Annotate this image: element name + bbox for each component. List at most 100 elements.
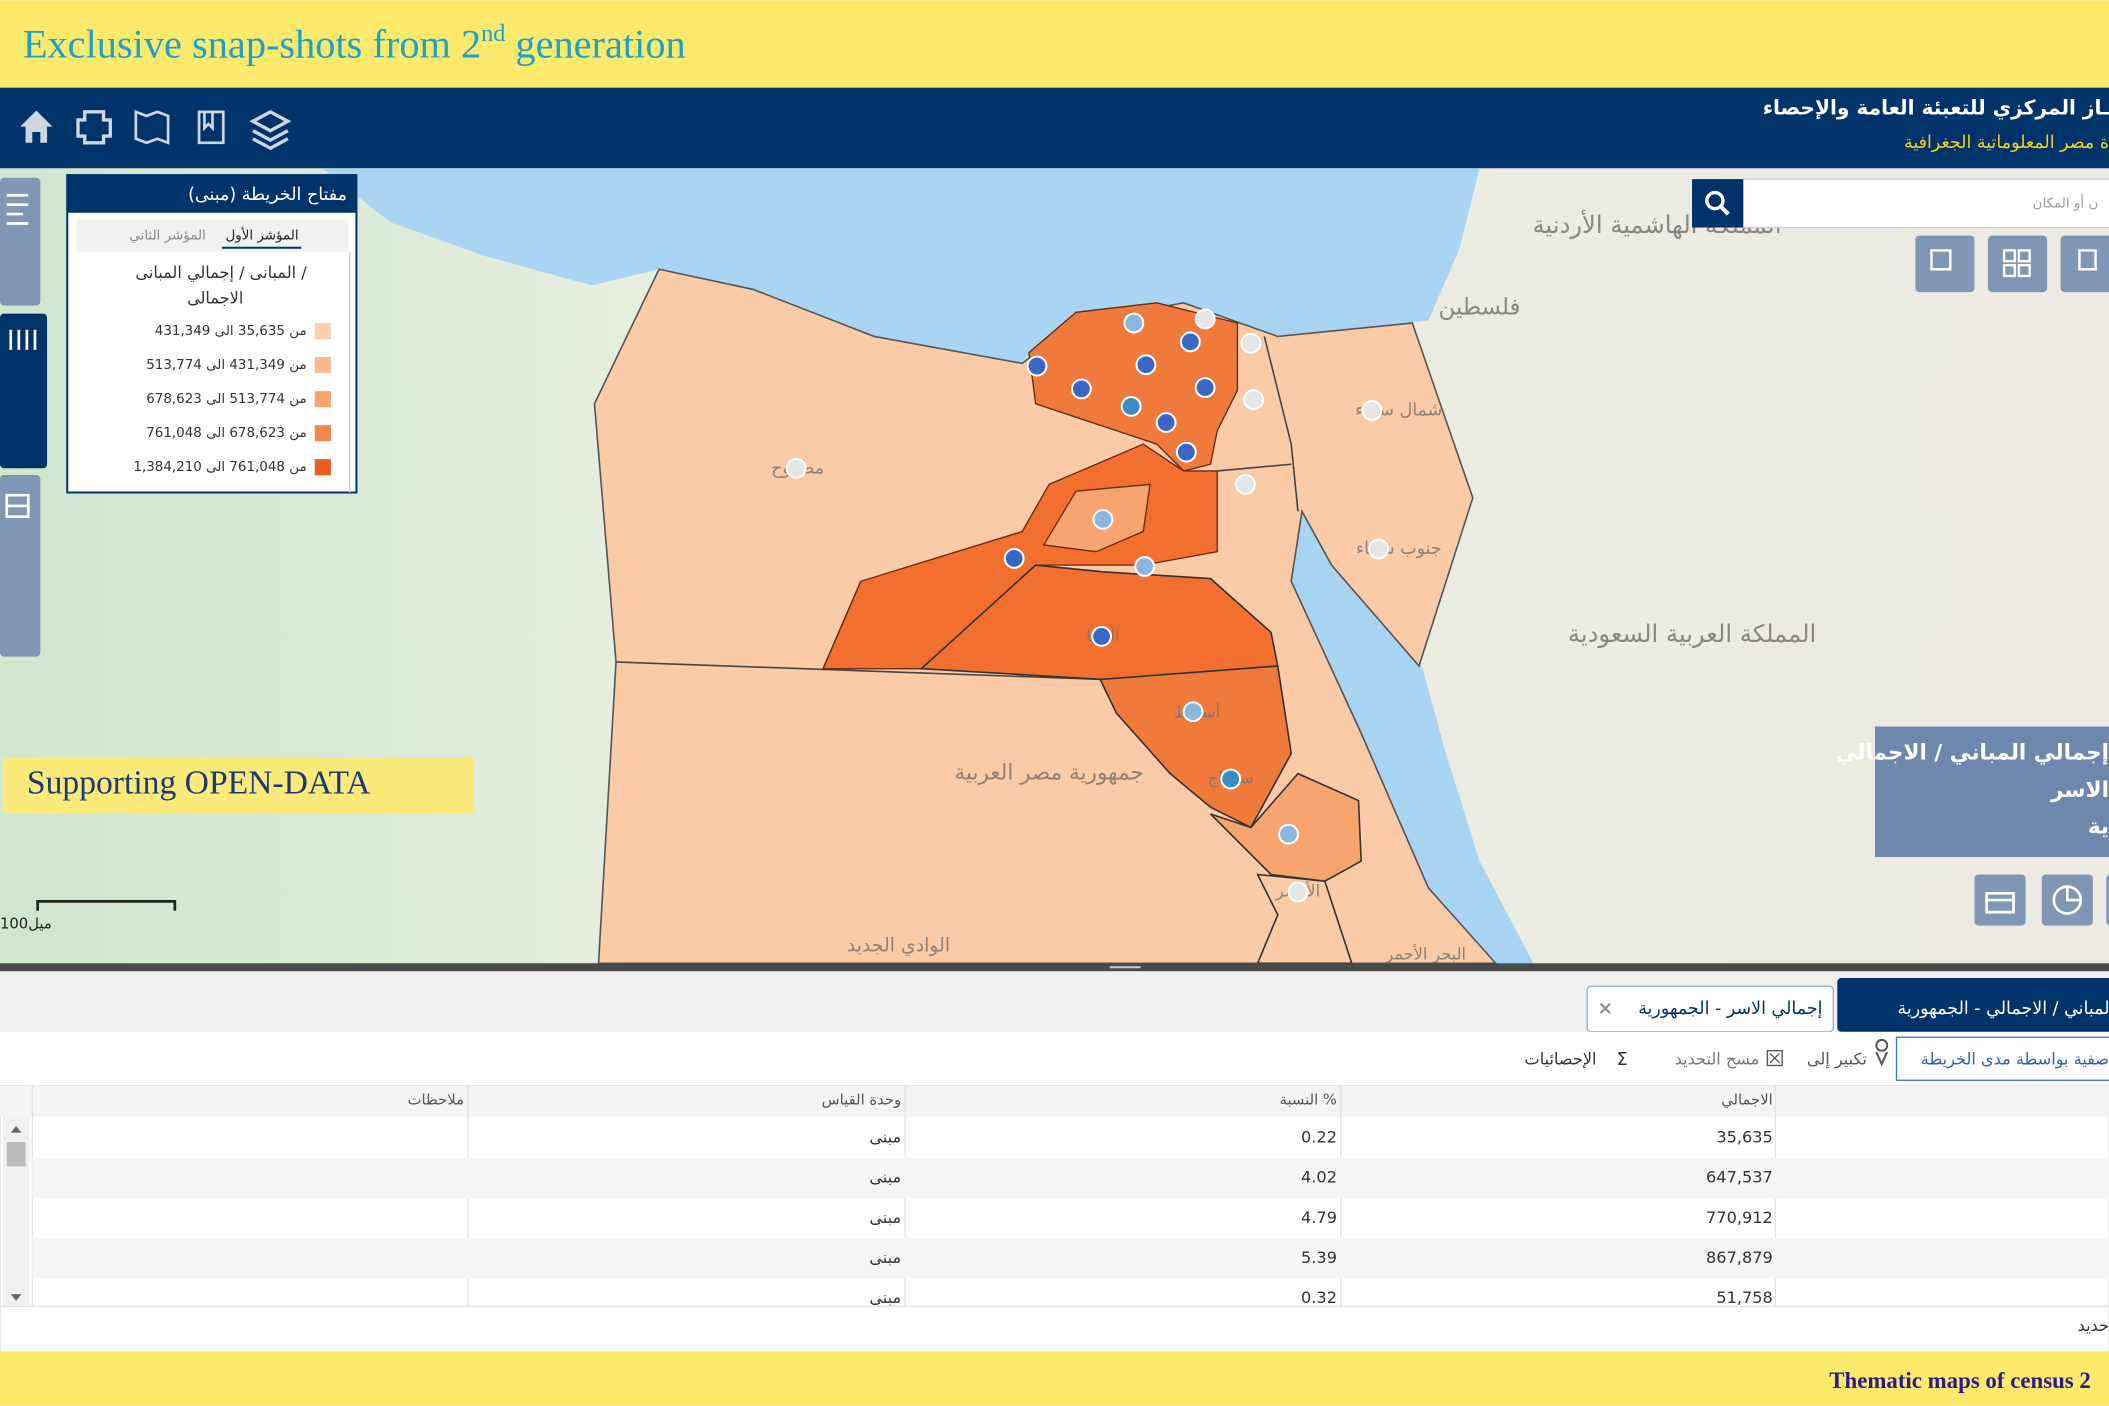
legend-heading: المبانى / إجمالي المبانى /	[135, 263, 307, 283]
clear-icon	[1769, 1052, 1780, 1064]
row-stripe	[32, 1238, 2109, 1279]
search-button	[1692, 179, 1744, 228]
clear-icon	[1766, 1050, 1783, 1067]
legend-title: مفتاح الخريطة (مبنى)	[188, 185, 347, 205]
red-sea	[1291, 497, 1534, 964]
map-point[interactable]	[1194, 377, 1216, 399]
map-label: فلسطين	[1439, 295, 1521, 321]
map-point[interactable]	[1240, 332, 1262, 354]
callout: Supporting OPEN-DATA	[27, 764, 371, 801]
bookmark-icon	[197, 110, 225, 145]
banner-title: Exclusive snap-shots from 2nd generation	[23, 20, 686, 67]
legend-tab[interactable]: المؤشر الأول	[225, 227, 298, 244]
app-header	[0, 87, 2109, 169]
map-point[interactable]	[1220, 768, 1242, 790]
column-header: النسبة %	[1280, 1091, 1337, 1108]
tab-label[interactable]: إجمالي الاسر - الجمهورية	[1638, 999, 1822, 1019]
tool-button	[1987, 235, 2048, 293]
stats-icon: Σ	[1617, 1050, 1628, 1070]
pie-icon	[2065, 886, 2081, 902]
layers-icon	[249, 109, 292, 151]
side-tab-icons	[5, 193, 37, 519]
tool-button	[2060, 235, 2109, 293]
map-point[interactable]	[1123, 312, 1145, 334]
callout-box	[2, 757, 474, 814]
legend-swatch	[314, 323, 331, 340]
toolbar	[0, 1031, 2109, 1086]
map-point[interactable]	[1287, 881, 1309, 903]
map-point[interactable]	[1134, 556, 1156, 577]
map-label: جمهورية مصر العربية	[955, 761, 1144, 786]
map-point[interactable]	[1278, 823, 1299, 845]
map-point[interactable]	[1155, 412, 1177, 433]
map-point[interactable]	[1026, 355, 1048, 377]
map-label: المملكة العربية السعودية	[1568, 620, 1816, 648]
map-point[interactable]	[1179, 331, 1201, 353]
scale-label: 100ميل	[0, 915, 52, 932]
map-point[interactable]	[1182, 701, 1204, 723]
legend-tabbar	[76, 219, 349, 252]
splitter	[0, 963, 2109, 972]
table-area	[0, 1084, 2109, 1353]
search-placeholder[interactable]: ن أو المكان	[2033, 193, 2099, 211]
table-cell: 4.02	[1301, 1168, 1337, 1187]
legend-swatch	[314, 357, 331, 374]
table-cell: 35,635	[1716, 1128, 1772, 1147]
clear-button[interactable]: مسح التحديد	[1675, 1050, 1760, 1070]
search-icon	[1718, 204, 1730, 216]
filter-text[interactable]: صفية بواسطة مدى الخريطة	[1921, 1050, 2109, 1070]
header-subtitle: ة مصر المعلوماتية الجغرافية	[1904, 133, 2109, 153]
map-point[interactable]	[1235, 474, 1256, 495]
table-cell: 867,879	[1706, 1248, 1773, 1267]
map-point[interactable]	[1135, 354, 1157, 376]
table-cell: 4.79	[1301, 1208, 1337, 1227]
side-tab	[0, 177, 41, 306]
column-header: ملاحظات	[408, 1091, 464, 1108]
legend-swatch	[314, 459, 331, 476]
table-cell: 0.32	[1301, 1288, 1337, 1307]
map-point[interactable]	[1070, 378, 1092, 400]
column-header: وحدة القياس	[822, 1091, 902, 1108]
map-point[interactable]	[1092, 508, 1114, 530]
side-tab	[0, 475, 41, 657]
table-cell: 51,758	[1716, 1288, 1772, 1307]
column-header: الاجمالي	[1721, 1091, 1773, 1108]
footer-text: Thematic maps of census 2	[1829, 1368, 2091, 1393]
zoom-button[interactable]: تكبير إلى	[1807, 1050, 1867, 1070]
stats-button[interactable]: الإحصائيات	[1525, 1050, 1597, 1069]
legend-heading: الاجمالى	[187, 288, 243, 307]
legend-item: من 35,635 الى 431,349	[155, 324, 307, 339]
header-title: ـاز المركزي للتعبئة العامة والإحصاء	[1763, 96, 2109, 121]
map-point[interactable]	[1194, 308, 1216, 330]
legend-item: من 761,048 الى 1,384,210	[133, 460, 306, 475]
map-point[interactable]	[1003, 547, 1025, 569]
filter-input	[1895, 1036, 2109, 1081]
tab-label[interactable]: المباني / الاجمالي - الجمهورية	[1897, 999, 2109, 1019]
map-point[interactable]	[1361, 400, 1383, 421]
map-point[interactable]	[1091, 625, 1112, 647]
assiut-sohag	[1098, 665, 1293, 829]
map-icon	[134, 109, 170, 145]
tool-button	[1915, 235, 1975, 293]
table-cell: 647,537	[1706, 1168, 1773, 1187]
info-line: الاسر	[2050, 778, 2109, 803]
map-point[interactable]	[785, 457, 807, 479]
map-dots	[785, 308, 1390, 903]
map-point[interactable]	[1243, 389, 1264, 411]
table-cell: مبنى	[869, 1168, 901, 1187]
side-tab-active	[0, 313, 48, 469]
map-point[interactable]	[1368, 538, 1390, 560]
legend-swatch	[314, 391, 331, 408]
legend-item: من 513,774 الى 678,623	[146, 392, 306, 407]
banner-sup: nd	[481, 20, 505, 47]
table-cell: مبنى	[869, 1248, 901, 1267]
map-point[interactable]	[1120, 395, 1142, 417]
legend-item: من 431,349 الى 513,774	[146, 358, 306, 373]
table-cell: مبنى	[869, 1208, 901, 1227]
search-icon	[1705, 190, 1725, 211]
scroll-thumb	[6, 1142, 26, 1167]
map-point[interactable]	[1175, 441, 1197, 463]
button-icon	[1985, 891, 2015, 914]
legend-tab[interactable]: المؤشر الثاني	[129, 229, 205, 244]
